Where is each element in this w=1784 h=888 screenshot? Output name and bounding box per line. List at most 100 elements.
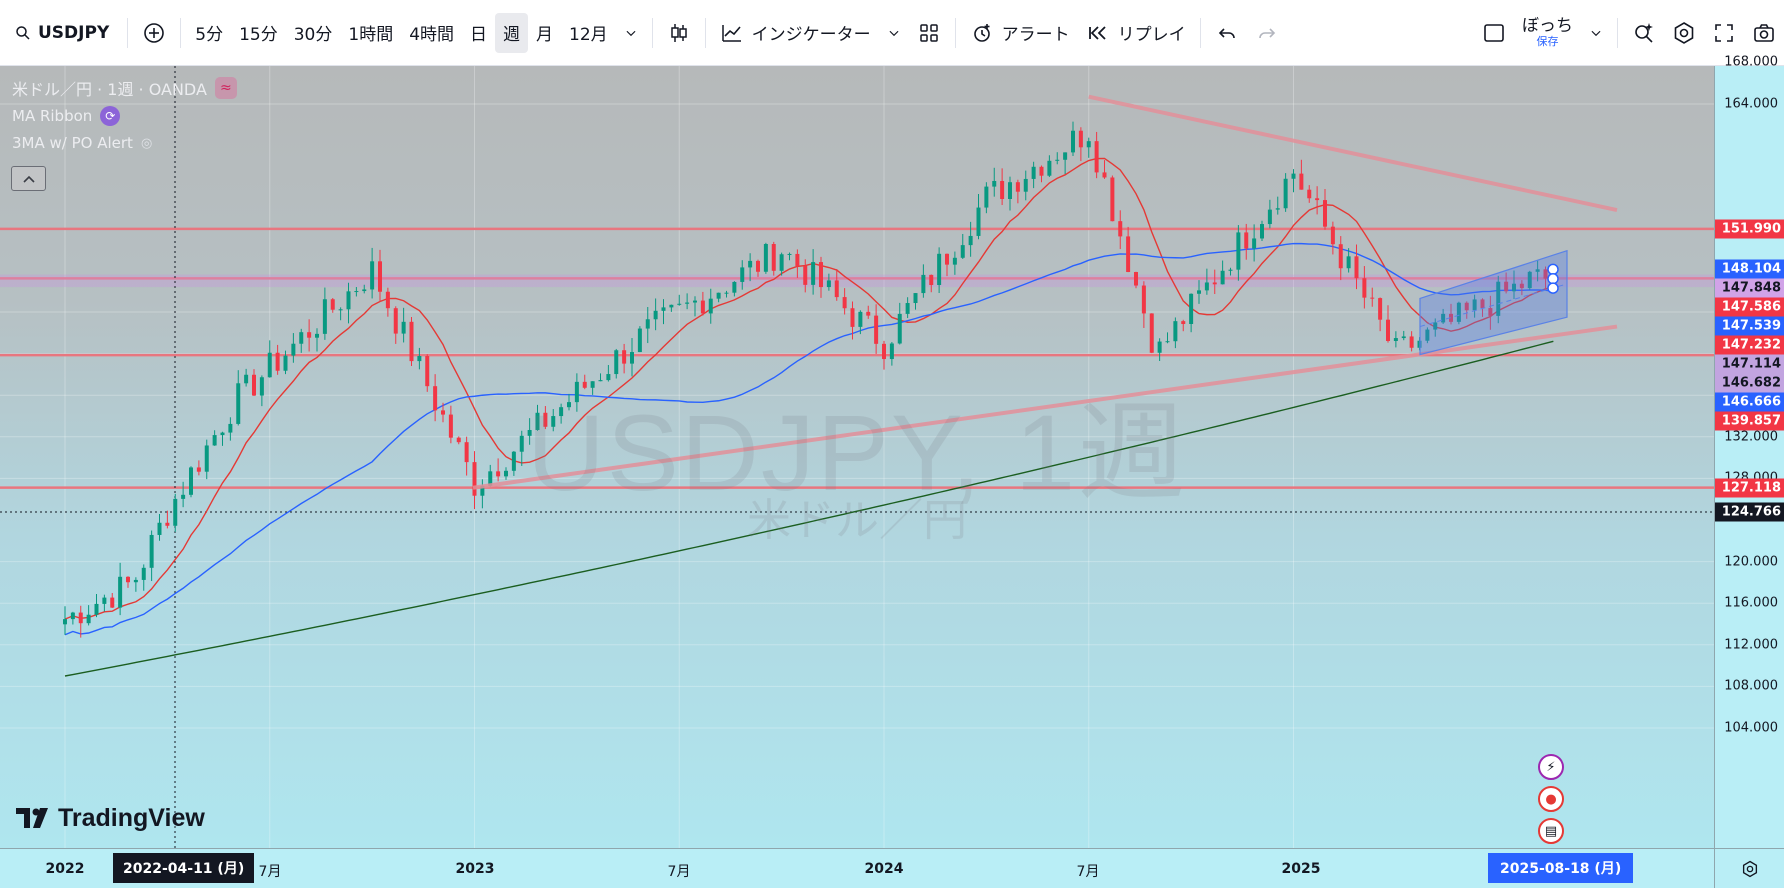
candle-body: [1078, 130, 1083, 148]
timeframe-12mo[interactable]: 12月: [569, 25, 608, 45]
snapshot-button[interactable]: [1744, 13, 1784, 53]
candle-body: [1401, 336, 1406, 339]
timeframe-4h[interactable]: 4時間: [409, 25, 455, 45]
candle-body: [1283, 178, 1288, 209]
candle-body: [118, 576, 123, 608]
settings-button[interactable]: [1664, 13, 1704, 53]
timeframe-1w[interactable]: 週: [495, 12, 529, 53]
alert-button[interactable]: アラート: [962, 13, 1078, 53]
us-flag-icon[interactable]: ▤: [1538, 818, 1564, 844]
candle-body: [464, 442, 469, 463]
candle-body: [1409, 336, 1414, 348]
ma-short-line: [64, 157, 1554, 620]
price-tick-label: 132.000: [1724, 429, 1778, 445]
price-tag: 146.666: [1715, 392, 1784, 412]
candle-body: [724, 292, 729, 294]
chart-pane[interactable]: USDJPY, 1週 米ドル／円 米ドル／円 · 1週 · OANDA ≈ MA…: [0, 66, 1714, 848]
candle-body: [385, 291, 390, 309]
candle-body: [850, 308, 855, 327]
candle-body: [826, 280, 831, 288]
candle-body: [582, 381, 587, 388]
eye-off-icon[interactable]: ◎: [140, 135, 153, 151]
collapse-legend-button[interactable]: [11, 166, 46, 191]
toolbar-divider: [704, 17, 706, 48]
timeframe-15m[interactable]: 15分: [239, 25, 278, 45]
resistance-trendline: [1088, 94, 1618, 213]
bars-indicator-icon[interactable]: ≈: [214, 77, 237, 99]
toolbar-divider: [1199, 17, 1201, 48]
candle-body: [1102, 172, 1107, 178]
candles-icon: [670, 23, 687, 42]
candle-body: [819, 262, 823, 288]
channel-handle: [1547, 282, 1559, 294]
channel-midline: [1419, 283, 1568, 328]
candle-body: [708, 298, 713, 314]
candle-body: [606, 374, 611, 381]
candle-body: [102, 597, 107, 604]
series-legend[interactable]: 米ドル／円 · 1週 · OANDA ≈: [12, 76, 237, 100]
candle-body: [1126, 236, 1131, 273]
chevron-up-icon: [22, 175, 35, 183]
tradingview-logo[interactable]: TradingView: [16, 804, 205, 833]
candle-body: [716, 292, 721, 299]
candle-body: [1039, 166, 1044, 176]
price-tick-label: 120.000: [1724, 554, 1778, 570]
chart-type-button[interactable]: [659, 13, 699, 53]
price-axis[interactable]: 168.000164.000144.000140.000136.000132.0…: [1714, 55, 1784, 848]
indicators-button[interactable]: インジケーター: [712, 13, 879, 53]
candle-body: [622, 350, 627, 364]
candle-body: [1433, 322, 1438, 330]
candle-body: [992, 180, 997, 187]
lightning-icon[interactable]: ⚡: [1538, 754, 1564, 780]
candle-body: [929, 274, 934, 285]
tradingview-logo-icon: [16, 807, 48, 828]
candle-body: [330, 299, 335, 310]
timeframe-5m[interactable]: 5分: [195, 25, 224, 45]
candle-body: [1425, 329, 1430, 341]
fullscreen-button[interactable]: [1704, 13, 1744, 53]
candle-body: [1496, 281, 1501, 316]
save-status: 保存: [1536, 34, 1559, 48]
axis-settings-corner[interactable]: [1714, 848, 1784, 888]
candle-body: [236, 383, 241, 424]
layout-square-button[interactable]: [1474, 13, 1514, 53]
price-tag: 147.848: [1715, 278, 1784, 298]
timeframe-30m[interactable]: 30分: [293, 25, 333, 45]
time-axis[interactable]: 2022 2022-04-11 (月) 7月 2023 7月 2024 7月 2…: [0, 848, 1714, 888]
search-icon: [16, 25, 30, 40]
candle-body: [1134, 272, 1138, 286]
candle-body: [1315, 198, 1320, 201]
layouts-button[interactable]: [909, 13, 949, 53]
timeframe-1mo[interactable]: 月: [536, 25, 554, 45]
timeframe-dropdown[interactable]: [616, 13, 646, 53]
candle-body: [598, 380, 603, 382]
candle-body: [1260, 224, 1264, 239]
compare-button[interactable]: [134, 13, 174, 53]
candle-body: [149, 534, 154, 568]
symbol-search[interactable]: USDJPY: [0, 13, 121, 53]
candle-body: [141, 567, 146, 580]
indicator-legend-ma-ribbon[interactable]: MA Ribbon ⟳: [12, 106, 121, 126]
undo-button[interactable]: [1207, 13, 1247, 53]
timeframe-1h[interactable]: 1時間: [348, 25, 394, 45]
redo-button[interactable]: [1247, 13, 1287, 53]
candle-body: [693, 300, 697, 303]
layout-dropdown[interactable]: [1581, 13, 1611, 53]
candle-body: [433, 386, 438, 411]
quick-search-button[interactable]: [1624, 13, 1664, 53]
save-layout-button[interactable]: ぼっち 保存: [1514, 13, 1581, 53]
candle-body: [165, 522, 170, 526]
indicators-dropdown[interactable]: [879, 13, 909, 53]
replay-button[interactable]: リプレイ: [1078, 13, 1194, 53]
record-icon[interactable]: ●: [1538, 786, 1564, 812]
candle-body: [480, 485, 485, 496]
channel-handle: [1547, 272, 1559, 285]
candle-body: [1330, 226, 1335, 245]
price-tag: 146.682: [1715, 373, 1784, 393]
price-chart[interactable]: [0, 66, 1714, 848]
toolbar-divider: [1617, 17, 1618, 48]
candle-body: [1519, 283, 1524, 289]
timeframe-1d[interactable]: 日: [470, 25, 488, 45]
indicator-legend-3ma[interactable]: 3MA w/ PO Alert ◎: [12, 134, 152, 152]
refresh-icon[interactable]: ⟳: [100, 106, 121, 126]
